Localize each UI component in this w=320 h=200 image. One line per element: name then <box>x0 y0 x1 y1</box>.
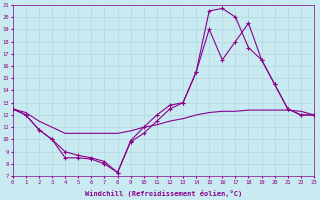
X-axis label: Windchill (Refroidissement éolien,°C): Windchill (Refroidissement éolien,°C) <box>85 190 242 197</box>
